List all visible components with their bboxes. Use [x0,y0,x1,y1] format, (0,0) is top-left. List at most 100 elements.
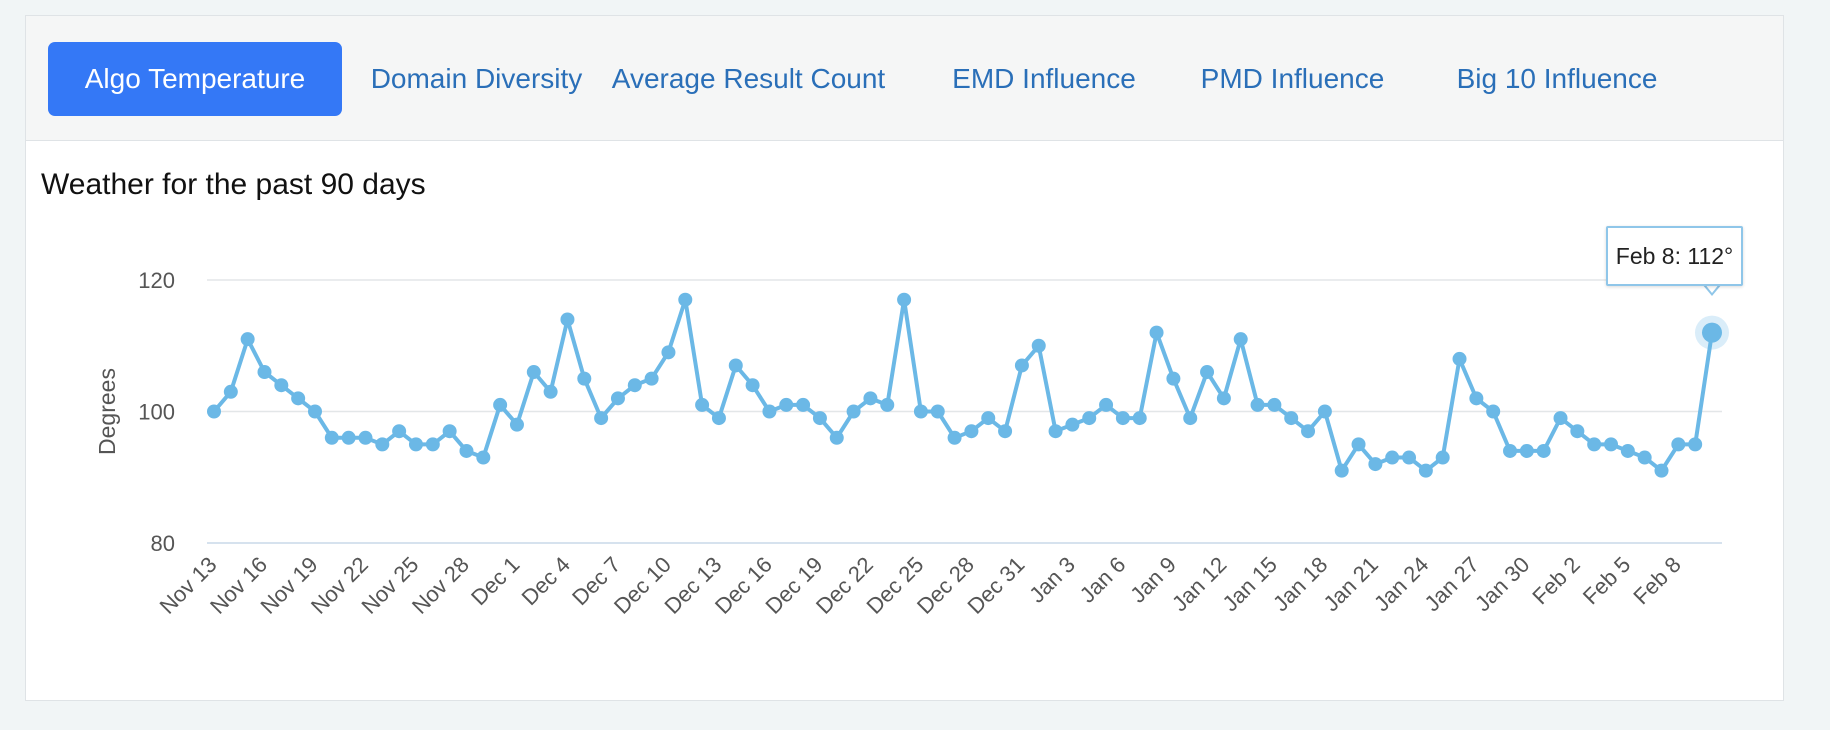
data-point [695,397,710,412]
data-point [1418,463,1433,478]
data-point [627,378,642,393]
data-point [543,384,558,399]
data-point [1688,437,1703,452]
data-point [1604,437,1619,452]
y-axis-label: Degrees [94,368,120,455]
data-point [1385,450,1400,465]
data-point [1183,411,1198,426]
data-point [425,437,440,452]
data-point [375,437,390,452]
data-point [526,365,541,380]
tab-bar: Algo Temperature Domain Diversity Averag… [26,16,1783,141]
data-point [392,424,407,439]
x-tick-label: Jan 27 [1420,552,1484,616]
data-point [897,292,912,307]
tab-average-result-count[interactable]: Average Result Count [611,63,886,94]
data-point [408,437,423,452]
data-point [207,404,221,419]
data-point [1132,411,1147,426]
data-point [728,358,743,373]
data-point [1216,391,1231,406]
data-point [998,424,1013,439]
data-point [1503,443,1518,458]
tooltip: Feb 8: 112° [1606,226,1743,286]
data-point [240,332,255,347]
x-tick-label: Jan 6 [1075,552,1131,608]
data-point [745,378,760,393]
data-point [678,292,693,307]
data-point [1637,450,1652,465]
data-point [913,404,928,419]
tab-algo-temperature[interactable]: Algo Temperature [48,42,342,116]
tab-domain-diversity[interactable]: Domain Diversity [370,63,583,94]
data-point [610,391,625,406]
data-point [1082,411,1097,426]
data-point [1115,411,1130,426]
data-point [223,384,238,399]
data-point [1620,443,1635,458]
data-point [1486,404,1501,419]
x-tick-label: Jan 3 [1024,552,1080,608]
data-point [1519,443,1534,458]
data-point [594,411,609,426]
data-point [1014,358,1029,373]
data-point [1301,424,1316,439]
y-tick-label: 120 [138,268,175,293]
data-point [1402,450,1417,465]
x-tick-label: Dec 1 [466,552,524,610]
data-point [1166,371,1181,386]
data-point [779,397,794,412]
data-point [1065,417,1080,432]
data-point [358,430,373,445]
data-point [930,404,945,419]
y-tick-label: 100 [138,400,175,425]
tab-emd-influence[interactable]: EMD Influence [952,63,1136,94]
y-tick-label: 80 [151,531,175,556]
data-point [509,417,524,432]
data-point [476,450,491,465]
data-point [1250,397,1265,412]
x-tick-label: Dec 4 [517,552,575,610]
data-point [1536,443,1551,458]
data-point [1654,463,1669,478]
data-point [1368,457,1383,472]
data-point [324,430,339,445]
data-point [577,371,592,386]
data-point [964,424,979,439]
data-point [560,312,575,327]
data-point [947,430,962,445]
x-tick-label: Jan 24 [1369,552,1433,616]
data-point [1317,404,1332,419]
data-point [661,345,676,360]
tab-pmd-influence[interactable]: PMD Influence [1200,63,1385,94]
data-point [1200,365,1215,380]
data-point [1149,325,1164,340]
data-point [1587,437,1602,452]
data-point [1267,397,1282,412]
data-point [1351,437,1366,452]
data-point [1435,450,1450,465]
tab-big-10-influence[interactable]: Big 10 Influence [1456,63,1658,94]
data-point [846,404,861,419]
chart-title: Weather for the past 90 days [41,168,426,201]
data-point [711,411,726,426]
data-point [796,397,811,412]
x-tick-label: Feb 8 [1628,552,1685,609]
tooltip-arrow-inner [1704,283,1720,293]
x-tick-label: Jan 12 [1167,552,1231,616]
data-point [812,411,827,426]
highlight-point [1702,322,1722,343]
data-point [1570,424,1585,439]
data-point [1031,338,1046,353]
data-point [1099,397,1114,412]
x-tick-label: Nov 28 [407,552,474,619]
data-point [1284,411,1299,426]
data-point [1233,332,1248,347]
data-point [1553,411,1568,426]
x-tick-label: Feb 5 [1578,552,1635,609]
x-tick-label: Jan 18 [1268,552,1332,616]
data-point [257,365,272,380]
x-tick-label: Dec 31 [962,552,1029,619]
data-point [1671,437,1686,452]
data-point [981,411,996,426]
